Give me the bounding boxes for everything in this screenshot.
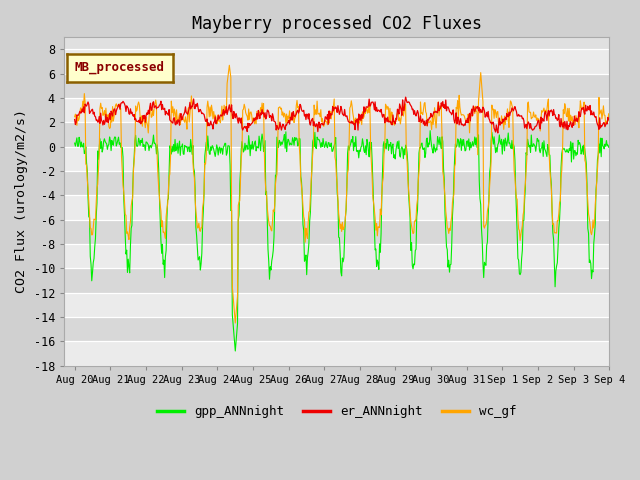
Bar <box>64 98 609 122</box>
Bar <box>64 341 609 366</box>
Bar <box>64 244 609 268</box>
Legend: gpp_ANNnight, er_ANNnight, wc_gf: gpp_ANNnight, er_ANNnight, wc_gf <box>152 400 522 423</box>
Bar <box>64 49 609 74</box>
Title: Mayberry processed CO2 Fluxes: Mayberry processed CO2 Fluxes <box>191 15 482 33</box>
Bar <box>64 268 609 293</box>
Bar <box>64 147 609 171</box>
Y-axis label: CO2 Flux (urology/m2/s): CO2 Flux (urology/m2/s) <box>15 109 28 293</box>
Bar <box>64 195 609 220</box>
Bar <box>64 74 609 98</box>
Bar <box>64 171 609 195</box>
Bar <box>64 220 609 244</box>
Bar <box>64 122 609 147</box>
Bar <box>64 317 609 341</box>
Bar <box>64 293 609 317</box>
